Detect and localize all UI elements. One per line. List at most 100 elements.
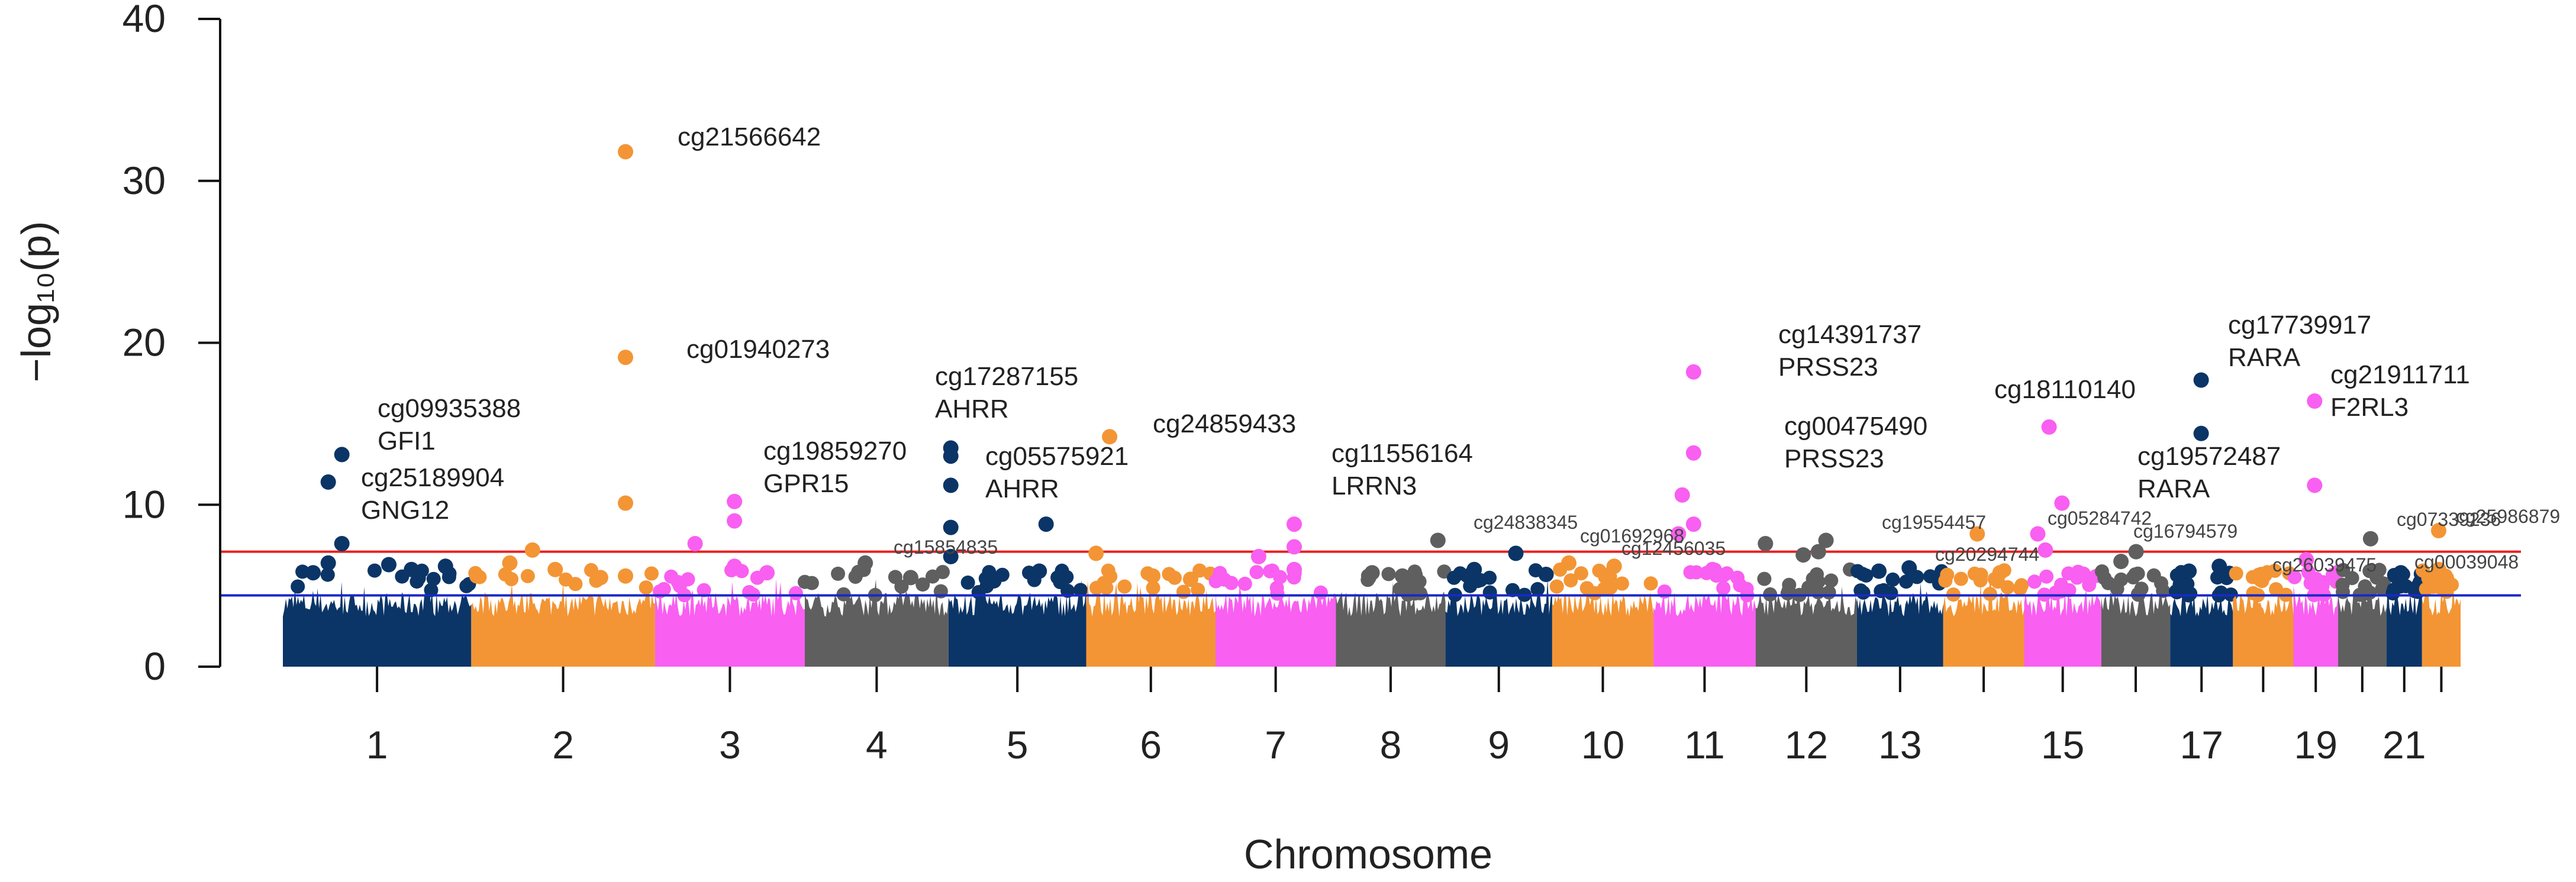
data-point xyxy=(1250,548,1266,564)
background-point xyxy=(1505,583,1520,597)
data-point xyxy=(1674,487,1690,503)
data-point xyxy=(687,536,703,551)
data-point xyxy=(592,570,608,586)
data-point xyxy=(943,477,959,493)
data-point xyxy=(404,561,420,577)
annotation-cpg-label: cg11556164 xyxy=(1331,439,1473,468)
data-point xyxy=(2041,419,2057,435)
data-point xyxy=(547,561,563,577)
data-point xyxy=(1102,429,1118,445)
data-point xyxy=(1038,516,1054,532)
annotation-cpg-label: cg20294744 xyxy=(1935,544,2039,565)
data-point xyxy=(727,558,743,574)
data-point xyxy=(2211,558,2227,574)
annotation-cpg-label: cg14391737 xyxy=(1778,320,1921,349)
density-chr-22 xyxy=(2422,580,2461,667)
background-point xyxy=(1482,570,1497,585)
background-point xyxy=(804,576,819,590)
data-point xyxy=(1685,516,1701,532)
data-point xyxy=(1795,547,1811,563)
y-axis: 0 10 20 30 40 xyxy=(122,0,221,688)
density-chr-18 xyxy=(2233,588,2294,667)
annotation-gene-label: PRSS23 xyxy=(1778,353,1878,382)
background-point xyxy=(894,579,909,594)
density-chr-13 xyxy=(1857,583,1943,667)
background-density xyxy=(283,562,2461,667)
background-point xyxy=(2013,581,2027,596)
background-point xyxy=(568,577,583,592)
data-point xyxy=(1394,568,1410,584)
y-tick-label: 40 xyxy=(122,0,166,40)
background-point xyxy=(2246,586,2261,600)
background-point xyxy=(1853,583,1868,598)
background-point xyxy=(1974,567,1988,582)
annotation-cpg-label: cg25986879 xyxy=(2456,506,2560,527)
background-point xyxy=(1780,586,1795,600)
background-point xyxy=(1208,574,1223,589)
density-chr-6 xyxy=(1086,580,1216,667)
annotation-cpg-label: cg24838345 xyxy=(1474,512,1578,533)
background-point xyxy=(915,577,930,592)
background-point xyxy=(1855,567,1870,581)
background-point xyxy=(960,575,975,590)
background-point xyxy=(1249,565,1264,580)
data-point xyxy=(2307,477,2323,493)
background-point xyxy=(1730,570,1745,585)
data-point xyxy=(381,557,396,573)
background-point xyxy=(426,571,441,586)
annotation-gene-label: GNG12 xyxy=(361,496,449,525)
background-point xyxy=(1313,585,1328,600)
background-point xyxy=(520,568,535,583)
background-point xyxy=(1101,563,1115,578)
data-point xyxy=(305,565,321,581)
background-point xyxy=(2110,581,2124,596)
background-point xyxy=(1940,567,1955,582)
y-tick-label: 20 xyxy=(122,321,166,364)
data-point xyxy=(902,570,918,586)
background-point xyxy=(2268,563,2282,578)
background-point xyxy=(644,566,659,581)
data-point xyxy=(2128,544,2144,560)
data-point xyxy=(1088,545,1104,561)
data-point xyxy=(1287,516,1302,532)
background-point xyxy=(1614,576,1629,591)
background-point xyxy=(1073,583,1088,597)
background-point xyxy=(848,570,863,584)
x-tick-label: 8 xyxy=(1380,723,1402,767)
data-point xyxy=(320,474,336,490)
annotation-cpg-label: cg19859270 xyxy=(763,437,907,466)
data-point xyxy=(437,558,453,574)
background-point xyxy=(1176,584,1191,599)
x-tick-label: 4 xyxy=(866,723,888,767)
x-tick-label: 9 xyxy=(1488,723,1510,767)
annotation-cpg-label: cg19554457 xyxy=(1882,512,1986,533)
annotation-gene-label: LRRN3 xyxy=(1331,471,1417,500)
annotation-gene-label: RARA xyxy=(2228,343,2301,372)
density-chr-10 xyxy=(1552,592,1654,667)
data-point xyxy=(1561,555,1576,571)
data-point xyxy=(618,495,633,511)
data-point xyxy=(943,448,959,464)
background-point xyxy=(971,585,986,599)
x-tick-label: 17 xyxy=(2180,723,2223,767)
density-chr-16 xyxy=(2101,593,2171,667)
background-point xyxy=(2445,577,2459,592)
data-point xyxy=(1871,563,1887,579)
background-point xyxy=(1055,563,1069,578)
background-point xyxy=(2315,579,2330,594)
annotation-cpg-label: cg16794579 xyxy=(2133,521,2238,542)
data-point xyxy=(1182,571,1198,587)
density-chr-3 xyxy=(655,579,805,667)
density-chr-12 xyxy=(1755,586,1857,667)
annotation-gene-label: GPR15 xyxy=(763,469,849,498)
background-point xyxy=(788,586,803,600)
x-tick-label: 21 xyxy=(2382,723,2426,767)
background-point xyxy=(2432,580,2447,595)
background-point xyxy=(1716,581,1731,596)
background-point xyxy=(1265,563,1279,578)
density-chr-5 xyxy=(948,580,1087,667)
annotation-cpg-label: cg25189904 xyxy=(361,463,504,492)
annotation-gene-label: GFI1 xyxy=(378,427,436,455)
background-point xyxy=(2303,576,2318,590)
annotation-cpg-label: cg18110140 xyxy=(1994,375,2136,404)
